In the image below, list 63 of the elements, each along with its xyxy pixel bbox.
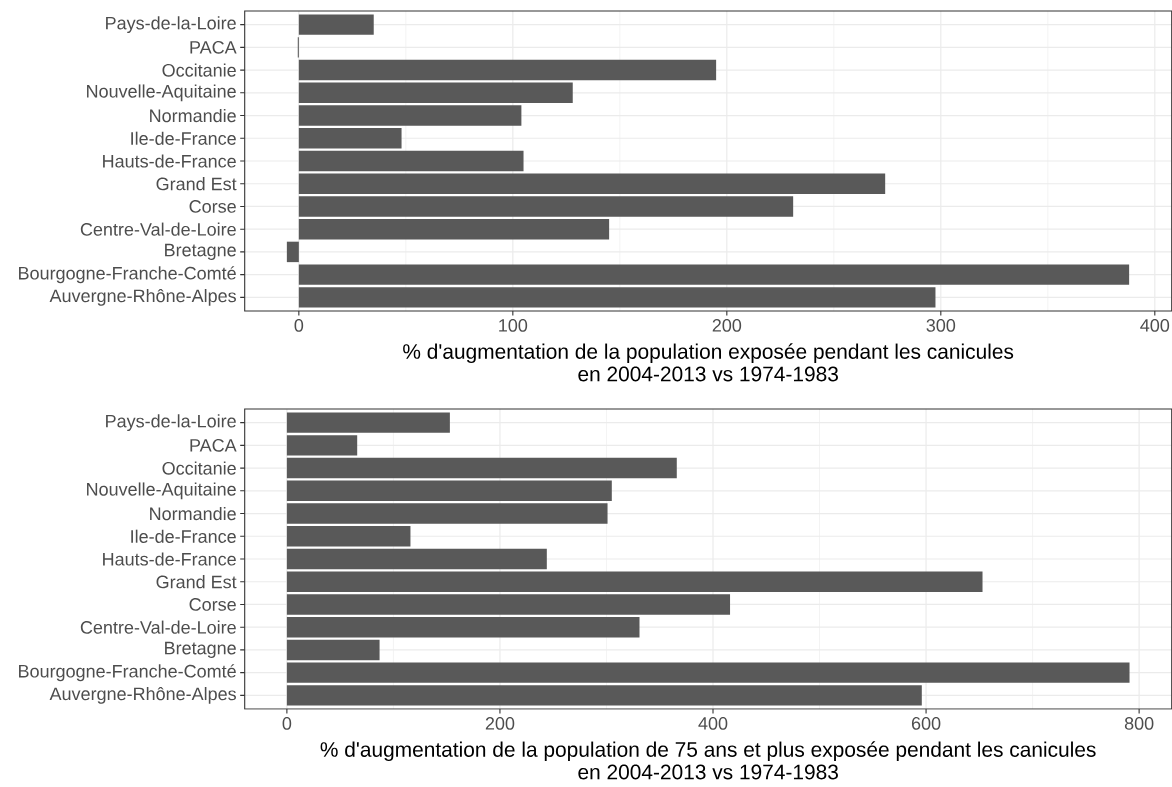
y-tick-label: Grand Est: [156, 177, 237, 191]
bar: [286, 503, 608, 524]
bar: [286, 457, 677, 479]
y-tick-label: Centre-Val-de-Loire: [80, 222, 236, 236]
y-tick-label: Grand Est: [156, 575, 237, 589]
bar: [286, 571, 983, 592]
x-tick-label: 200: [485, 717, 515, 730]
bar: [286, 594, 731, 615]
y-tick-label: Centre-Val-de-Loire: [80, 620, 236, 634]
y-tick-label: Bretagne: [165, 243, 236, 260]
x-axis-title: % d'augmentation de la population de 75 ans et plus exposée pendant les canicules en 2004-2013 vs 1974-1983: [320, 741, 1096, 780]
y-tick-label: Ile-de-France: [131, 131, 236, 145]
x-tick-label: 600: [911, 717, 941, 730]
bar: [286, 685, 922, 706]
y-tick-label: Nouvelle-Aquitaine: [87, 482, 236, 500]
bar: [298, 196, 794, 217]
bar: [298, 14, 374, 35]
bar: [286, 480, 612, 502]
y-tick-label: Normandie: [150, 108, 236, 123]
bar: [298, 173, 886, 194]
bar: [298, 264, 1130, 285]
bar: [298, 150, 524, 172]
y-tick-label: Nouvelle-Aquitaine: [87, 84, 236, 102]
y-tick-label: Pays-de-la-Loire: [106, 16, 236, 34]
x-tick-label: 800: [1124, 717, 1154, 730]
y-tick-label: PACA: [190, 40, 237, 54]
x-tick-label: 0: [282, 717, 292, 730]
y-tick-label: Occitanie: [162, 63, 236, 77]
x-tick-label: 200: [712, 319, 742, 332]
y-tick-label: Hauts-de-France: [103, 552, 236, 566]
bar: [286, 639, 380, 661]
x-tick-label: 300: [926, 319, 956, 332]
bar: [286, 616, 640, 638]
bar: [298, 128, 402, 149]
y-tick-label: PACA: [190, 438, 237, 452]
y-tick-label: Bourgogne-Franche-Comté: [19, 266, 236, 284]
bar: [286, 241, 299, 263]
y-tick-label: Occitanie: [162, 461, 236, 475]
bar: [286, 526, 411, 547]
x-tick-label: 0: [294, 319, 304, 332]
x-tick-label: 400: [1140, 319, 1170, 332]
y-tick-label: Auvergne-Rhône-Alpes: [49, 288, 236, 306]
bar: [298, 287, 936, 308]
bar: [298, 82, 573, 104]
bar: [286, 662, 1130, 683]
bar: [298, 59, 717, 81]
bar: [286, 435, 358, 456]
x-axis-title: % d'augmentation de la population exposée pendant les canicules en 2004-2013 vs 1974-1983: [403, 343, 1014, 382]
x-tick-label: 400: [698, 717, 728, 730]
y-tick-label: Pays-de-la-Loire: [106, 414, 236, 432]
y-tick-label: Ile-de-France: [131, 529, 236, 543]
bar: [298, 218, 610, 240]
x-tick-label: 100: [499, 319, 528, 332]
y-tick-label: Bretagne: [165, 641, 236, 658]
y-tick-label: Corse: [189, 200, 236, 213]
bar: [286, 548, 547, 570]
bar: [286, 412, 450, 433]
bar: [298, 105, 522, 126]
y-tick-label: Normandie: [150, 506, 236, 521]
y-tick-label: Corse: [189, 598, 236, 611]
y-tick-label: Bourgogne-Franche-Comté: [19, 664, 236, 682]
y-tick-label: Hauts-de-France: [103, 154, 236, 168]
y-tick-label: Auvergne-Rhône-Alpes: [49, 686, 236, 704]
